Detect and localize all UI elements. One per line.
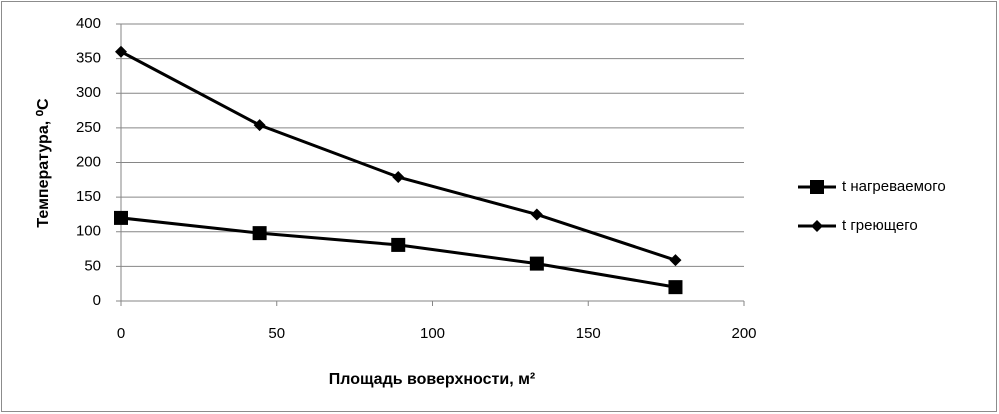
x-tick-label: 0 xyxy=(117,325,125,342)
y-tick-label: 100 xyxy=(76,223,101,240)
x-tick-label: 150 xyxy=(576,325,601,342)
data-point xyxy=(530,208,543,221)
legend-marker xyxy=(810,180,824,194)
y-tick-label: 400 xyxy=(76,15,101,32)
y-tick-label: 350 xyxy=(76,50,101,67)
data-point xyxy=(668,280,683,295)
x-axis-title: Площадь воверхности, м² xyxy=(329,371,536,388)
data-point xyxy=(253,119,266,132)
data-point xyxy=(252,226,267,241)
legend-marker xyxy=(811,220,823,232)
legend-label: t греющего xyxy=(842,217,918,234)
x-tick-label: 100 xyxy=(420,325,445,342)
y-tick-label: 50 xyxy=(84,257,101,274)
y-tick-label: 200 xyxy=(76,153,101,170)
data-point xyxy=(529,256,544,271)
y-axis-title: Температура, ⁰C xyxy=(35,98,52,228)
data-point xyxy=(115,45,127,58)
x-tick-label: 50 xyxy=(268,325,285,342)
data-point xyxy=(114,210,128,225)
y-tick-label: 300 xyxy=(76,84,101,101)
x-tick-label: 200 xyxy=(731,325,756,342)
data-point xyxy=(392,171,405,184)
y-tick-label: 150 xyxy=(76,188,101,205)
y-tick-label: 0 xyxy=(93,292,101,309)
data-point xyxy=(669,254,682,267)
data-point xyxy=(391,237,406,252)
y-tick-label: 250 xyxy=(76,119,101,136)
legend-label: t нагреваемого xyxy=(842,178,946,195)
